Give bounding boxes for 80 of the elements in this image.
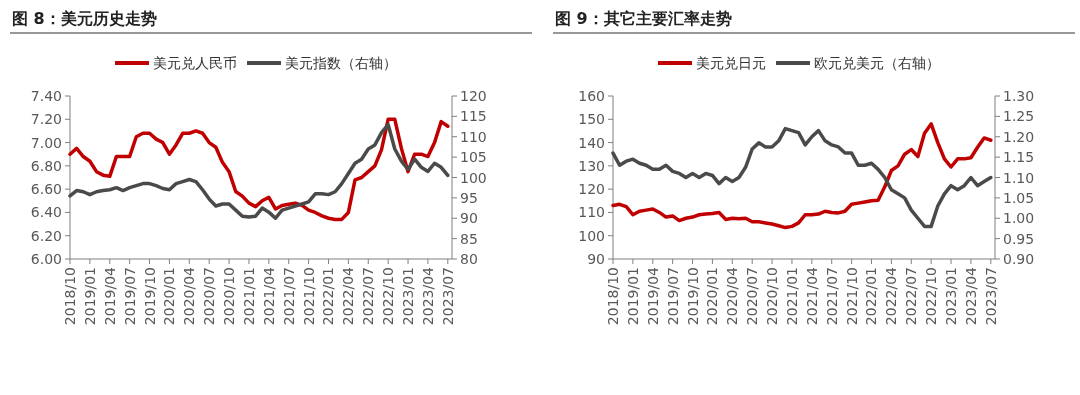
x-tick-label: 2020/10 [764,267,781,326]
y-tick-label: 150 [578,111,605,128]
x-tick-label: 2019/07 [121,267,138,326]
x-tick-label: 2022/07 [903,267,920,326]
x-tick-label: 2019/10 [684,267,701,326]
x-tick-label: 2020/04 [724,266,741,326]
x-tick-label: 2019/01 [81,267,98,326]
x-tick-label: 2023/07 [439,267,456,326]
y2-tick-label: 105 [460,149,487,166]
y2-tick-label: 1.00 [1003,210,1035,227]
y-tick-label: 100 [578,227,605,244]
x-tick-label: 2023/04 [962,266,979,326]
x-tick-label: 2023/01 [400,267,417,326]
y2-tick-label: 100 [460,169,487,186]
y2-tick-label: 1.20 [1003,128,1035,145]
x-tick-label: 2021/04 [260,266,277,326]
x-tick-label: 2021/10 [300,267,317,326]
y2-tick-label: 1.05 [1003,189,1035,206]
y2-tick-label: 1.25 [1003,108,1035,125]
y-tick-label: 6.20 [30,227,62,244]
x-tick-label: 2021/10 [843,267,860,326]
x-tick-label: 2023/01 [943,267,960,326]
x-tick-label: 2023/07 [982,267,999,326]
chart-title: 图 9：其它主要汇率走势 [555,9,732,28]
x-tick-label: 2021/07 [280,267,297,326]
legend-label: 美元指数（右轴） [285,55,397,71]
y-tick-label: 7.20 [30,111,62,128]
y2-tick-label: 90 [460,210,478,227]
y-tick-label: 160 [578,88,605,104]
y2-tick-label: 95 [460,189,478,206]
x-tick-label: 2021/01 [240,267,257,326]
y-tick-label: 7.00 [30,134,62,151]
x-tick-label: 2022/04 [883,266,900,326]
chart-title: 图 8：美元历史走势 [12,9,157,28]
y2-tick-label: 1.15 [1003,149,1035,166]
y2-tick-label: 110 [460,128,487,145]
legend-label: 美元兑日元 [696,55,766,71]
y2-tick-label: 85 [460,230,478,247]
legend-label: 美元兑人民币 [153,55,237,71]
y-tick-label: 6.60 [30,181,62,198]
x-tick-label: 2022/10 [380,267,397,326]
y2-tick-label: 0.90 [1003,251,1035,267]
x-tick-label: 2022/01 [320,267,337,326]
x-tick-label: 2022/07 [360,267,377,326]
y2-tick-label: 1.10 [1003,169,1035,186]
x-tick-label: 2019/01 [624,267,641,326]
x-tick-label: 2022/10 [923,267,940,326]
x-tick-label: 2020/10 [221,267,238,326]
x-tick-label: 2020/01 [161,267,178,326]
x-tick-label: 2018/10 [605,267,621,326]
y-tick-label: 7.40 [30,88,62,104]
y2-tick-label: 0.95 [1003,230,1035,247]
legend-label: 欧元兑美元（右轴） [814,55,940,71]
x-tick-label: 2021/07 [823,267,840,326]
y2-tick-label: 80 [460,251,478,267]
x-tick-label: 2020/07 [201,267,218,326]
x-tick-label: 2021/01 [783,267,800,326]
y-tick-label: 6.80 [30,157,62,174]
x-tick-label: 2020/04 [181,266,198,326]
y2-tick-label: 115 [460,108,487,125]
y-tick-label: 120 [578,181,605,198]
x-tick-label: 2022/01 [863,267,880,326]
x-tick-label: 2018/10 [62,267,78,326]
y-tick-label: 90 [587,251,605,267]
y-tick-label: 110 [578,204,605,221]
y-tick-label: 130 [578,157,605,174]
y-tick-label: 140 [578,134,605,151]
x-tick-label: 2020/01 [704,267,721,326]
x-tick-label: 2019/10 [141,267,158,326]
x-tick-label: 2020/07 [744,267,761,326]
y-tick-label: 6.40 [30,204,62,221]
y2-tick-label: 120 [460,88,487,104]
x-tick-label: 2021/04 [803,266,820,326]
x-tick-label: 2022/04 [340,266,357,326]
x-tick-label: 2019/04 [101,266,118,326]
y2-tick-label: 1.30 [1003,88,1035,104]
y-tick-label: 6.00 [30,251,62,267]
x-tick-label: 2023/04 [419,266,436,326]
x-tick-label: 2019/07 [664,267,681,326]
x-tick-label: 2019/04 [644,266,661,326]
